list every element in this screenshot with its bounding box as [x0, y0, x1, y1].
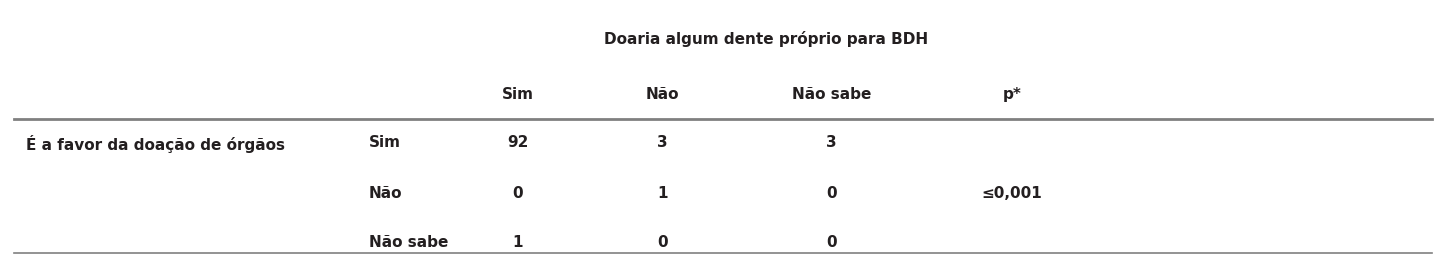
Text: 3: 3	[826, 135, 837, 150]
Text: 0: 0	[826, 185, 837, 200]
Text: Não: Não	[369, 185, 402, 200]
Text: Não: Não	[645, 86, 680, 101]
Text: p*: p*	[1002, 86, 1022, 101]
Text: 0: 0	[826, 234, 837, 249]
Text: É a favor da doação de órgãos: É a favor da doação de órgãos	[26, 135, 285, 153]
Text: 0: 0	[656, 234, 668, 249]
Text: Sim: Sim	[502, 86, 534, 101]
Text: Sim: Sim	[369, 135, 401, 150]
Text: Não sabe: Não sabe	[369, 234, 448, 249]
Text: 1: 1	[512, 234, 523, 249]
Text: 1: 1	[656, 185, 668, 200]
Text: Doaria algum dente próprio para BDH: Doaria algum dente próprio para BDH	[604, 30, 928, 46]
Text: 92: 92	[508, 135, 528, 150]
Text: 3: 3	[656, 135, 668, 150]
Text: Não sabe: Não sabe	[792, 86, 870, 101]
Text: 0: 0	[512, 185, 523, 200]
Text: ≤0,001: ≤0,001	[982, 185, 1043, 200]
